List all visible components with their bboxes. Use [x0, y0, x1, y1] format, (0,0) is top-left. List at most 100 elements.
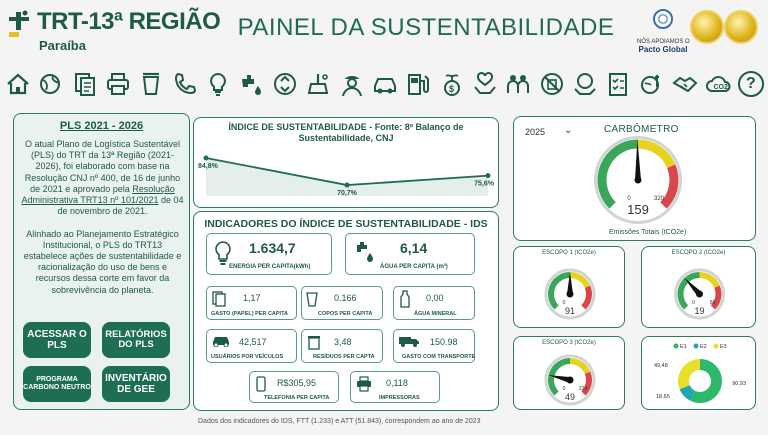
globe-hands-icon[interactable]	[571, 70, 599, 98]
pls-resolution-link[interactable]: Resolução Administrativa TRT13 nº 101/20…	[21, 183, 175, 206]
icon-navigation-bar: $ CO2?	[4, 67, 764, 101]
documents-icon[interactable]	[71, 70, 99, 98]
truck-icon	[399, 337, 419, 347]
energia-value: 1.634,7	[249, 240, 296, 256]
agua-mineral-card[interactable]: 0,00 ÁGUA MINERAL	[393, 286, 475, 320]
cup-icon[interactable]	[137, 70, 165, 98]
trt-logo-icon	[9, 10, 29, 37]
heart-hands-icon[interactable]	[471, 70, 499, 98]
carbometro-panel: 2025 ⌄ CARBÔMETRO 159 0 320 Emissões Totai…	[513, 116, 756, 241]
ids-point[interactable]	[203, 155, 209, 161]
energia-card[interactable]: 1.634,7 ENERGIA PER CAPITA(kWh)	[206, 233, 332, 275]
papel-card[interactable]: 1,17 GASTO (PAPEL) PER CAPITA	[206, 286, 297, 320]
printer-icon	[357, 376, 371, 392]
co2-cloud-icon[interactable]: CO2	[705, 70, 733, 98]
cup-icon	[306, 292, 318, 307]
cleaning-icon[interactable]	[304, 70, 332, 98]
carbometro-band-green	[597, 139, 639, 209]
ids-data-label: 84,8%	[198, 163, 219, 170]
donut-slice-e2[interactable]	[679, 385, 696, 401]
plant-money-icon[interactable]: $	[438, 70, 466, 98]
recycle-icon[interactable]	[271, 70, 299, 98]
escopo-1-title: ESCOPO 1 (tCO2e)	[542, 250, 596, 256]
escopo-1-band-yellow	[569, 272, 591, 289]
pls-panel: PLS 2021 - 2026 O atual Plano de Logísti…	[13, 113, 190, 410]
transporte-value: 150.98	[430, 337, 458, 347]
globe-leaf-icon[interactable]	[37, 70, 65, 98]
ids-point[interactable]	[344, 182, 350, 188]
telefonia-card[interactable]: R$305,95 TELEFONIA PER CAPITA	[249, 371, 339, 403]
acessar-pls-button[interactable]: ACESSAR O PLS	[23, 322, 91, 358]
indicators-title: INDICADORES DO ÍNDICE DE SUSTENTABILIDAD…	[204, 218, 488, 230]
water-tap-icon	[357, 242, 373, 262]
escopo-1-needle	[567, 272, 573, 294]
security-guard-icon[interactable]	[338, 70, 366, 98]
lightbulb-icon[interactable]	[204, 70, 232, 98]
trash-bin-icon	[308, 336, 320, 350]
emissions-donut-panel: E1 E2 E3 90,93 18,65 49,48	[641, 336, 756, 410]
award-seal-icon	[724, 10, 758, 44]
people-icon[interactable]	[504, 70, 532, 98]
impressoras-card[interactable]: 0,118 IMPRESSORAS	[350, 371, 440, 403]
escopo-3-band-green	[548, 358, 571, 396]
pls-title[interactable]: PLS 2021 - 2026	[59, 120, 144, 132]
pls-paragraph-1: O atual Plano de Logística Sustentável (…	[24, 139, 181, 194]
escopo-1-band-green	[548, 272, 571, 310]
phone-icon[interactable]	[171, 70, 199, 98]
lightbulb-icon	[215, 241, 231, 265]
chevron-down-icon: ⌄	[564, 125, 573, 136]
donut-label-e1: 90,93	[732, 381, 746, 387]
donut-label-e3: 49,48	[654, 363, 668, 369]
no-waste-icon[interactable]	[538, 70, 566, 98]
escopo-3-min: 0	[563, 386, 566, 392]
escopo-3-band-yellow	[569, 358, 591, 375]
handshake-icon[interactable]	[671, 70, 699, 98]
water-bottle-icon	[400, 290, 410, 308]
legend-marker-e2	[693, 343, 699, 349]
copos-label: COPOS PER CAPITA	[318, 311, 373, 317]
award-seal-icon	[690, 10, 724, 44]
checklist-icon[interactable]	[604, 70, 632, 98]
transporte-label: GASTO COM TRANSPORTE	[402, 354, 476, 360]
year-dropdown-value: 2025	[525, 127, 546, 137]
agua-card[interactable]: 6,14 ÁGUA PER CAPITA (m³)	[345, 233, 475, 275]
pacto-global-logo[interactable]: NÓS APOIAMOS O Pacto Global	[637, 9, 690, 61]
ids-area	[206, 157, 488, 196]
year-dropdown[interactable]: 2025 ⌄	[522, 125, 582, 141]
page-title: PAINEL DA SUSTENTABILIDADE	[237, 14, 615, 41]
programa-carbono-neutro-button[interactable]: PROGRAMA CARBONO NEUTRO	[23, 366, 91, 402]
legend-label-e3: E3	[720, 344, 727, 350]
escopo-2-band-green	[677, 272, 700, 310]
veiculos-card[interactable]: 42,517 USUÁRIOS POR VEÍCULOS	[206, 329, 297, 363]
climate-icon[interactable]	[638, 70, 666, 98]
inventario-gee-button[interactable]: INVENTÁRIO DE GEE	[102, 366, 170, 402]
fuel-pump-icon[interactable]	[404, 70, 432, 98]
home-icon[interactable]	[4, 70, 32, 98]
printer-icon[interactable]	[104, 70, 132, 98]
ids-chart-title: ÍNDICE DE SUSTENTABILIDADE - Fonte: 8º B…	[228, 122, 464, 143]
ids-point[interactable]	[485, 173, 491, 179]
relatorios-pls-button[interactable]: RELATÓRIOS DO PLS	[102, 322, 170, 358]
legend-marker-e3	[713, 343, 719, 349]
agua-mineral-label: ÁGUA MINERAL	[414, 311, 457, 317]
energia-label: ENERGIA PER CAPITA(kWh)	[229, 264, 311, 270]
donut-slice-e1[interactable]	[690, 359, 722, 403]
car-icon[interactable]	[371, 70, 399, 98]
papel-value: 1,17	[243, 293, 261, 303]
escopo-3-band-red	[581, 371, 592, 396]
copos-card[interactable]: 0.166 COPOS PER CAPITA	[301, 286, 383, 320]
escopo-1-panel: ESCOPO 1 (tCO2e) 91 0	[513, 246, 625, 328]
carbometro-band-yellow	[637, 139, 676, 169]
donut-slice-e3[interactable]	[678, 359, 700, 390]
help-icon[interactable]: ?	[737, 71, 764, 97]
svg-text:CO2: CO2	[713, 84, 728, 91]
indicators-panel: INDICADORES DO ÍNDICE DE SUSTENTABILIDAD…	[193, 211, 499, 411]
escopo-2-max: 56	[710, 300, 716, 306]
pls-description: O atual Plano de Logística Sustentável (…	[21, 139, 184, 296]
residuos-card[interactable]: 3,48 RESÍDUOS PER CAPTA	[301, 329, 383, 363]
transporte-card[interactable]: 150.98 GASTO COM TRANSPORTE	[393, 329, 475, 363]
residuos-value: 3,48	[334, 337, 352, 347]
water-tap-icon[interactable]	[238, 70, 266, 98]
telefonia-label: TELEFONIA PER CAPITA	[264, 395, 330, 401]
escopo-1-band-red	[581, 285, 592, 310]
